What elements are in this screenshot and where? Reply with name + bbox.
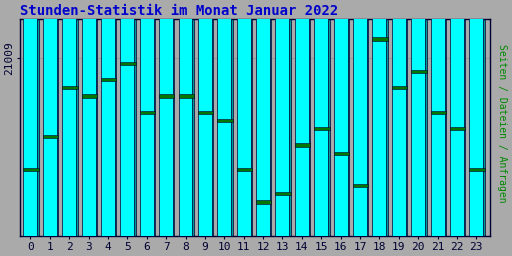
- Bar: [372, 0, 387, 236]
- Bar: [275, 0, 289, 236]
- Bar: [43, 0, 57, 236]
- Bar: [353, 184, 368, 187]
- Bar: [483, 0, 485, 236]
- Bar: [198, 0, 212, 236]
- Bar: [270, 0, 271, 236]
- Bar: [198, 111, 213, 114]
- Bar: [76, 0, 77, 236]
- Bar: [275, 192, 291, 196]
- Bar: [115, 0, 116, 236]
- Bar: [231, 0, 232, 236]
- Bar: [101, 78, 116, 81]
- Bar: [353, 0, 367, 236]
- Bar: [431, 111, 446, 114]
- Bar: [159, 0, 173, 236]
- Bar: [256, 0, 270, 236]
- Bar: [140, 111, 155, 114]
- Bar: [217, 0, 231, 236]
- Bar: [159, 94, 175, 98]
- Bar: [295, 0, 309, 236]
- Bar: [256, 200, 271, 204]
- Bar: [217, 119, 232, 122]
- Bar: [470, 168, 485, 171]
- Bar: [237, 168, 252, 171]
- Bar: [450, 127, 465, 130]
- Bar: [212, 0, 213, 236]
- Bar: [392, 86, 407, 89]
- Bar: [57, 0, 58, 236]
- Bar: [62, 86, 77, 89]
- Bar: [154, 0, 155, 236]
- Bar: [314, 0, 328, 236]
- Bar: [470, 0, 483, 236]
- Bar: [295, 143, 310, 146]
- Bar: [425, 0, 426, 236]
- Bar: [62, 0, 76, 236]
- Bar: [367, 0, 368, 236]
- Bar: [406, 0, 407, 236]
- Bar: [173, 0, 175, 236]
- Bar: [193, 0, 194, 236]
- Bar: [348, 0, 349, 236]
- Bar: [411, 0, 425, 236]
- Bar: [450, 0, 464, 236]
- Bar: [328, 0, 330, 236]
- Bar: [444, 0, 446, 236]
- Bar: [101, 0, 115, 236]
- Bar: [289, 0, 291, 236]
- Bar: [179, 94, 194, 98]
- Bar: [134, 0, 136, 236]
- Bar: [392, 0, 406, 236]
- Text: Seiten / Dateien / Anfragen: Seiten / Dateien / Anfragen: [497, 44, 507, 202]
- Bar: [387, 0, 388, 236]
- Bar: [96, 0, 97, 236]
- Bar: [24, 168, 39, 171]
- Bar: [411, 70, 426, 73]
- Bar: [314, 127, 330, 130]
- Bar: [81, 94, 97, 98]
- Bar: [43, 135, 58, 138]
- Bar: [334, 152, 349, 155]
- Bar: [334, 0, 348, 236]
- Bar: [120, 0, 134, 236]
- Bar: [431, 0, 444, 236]
- Bar: [237, 0, 251, 236]
- Bar: [464, 0, 465, 236]
- Bar: [140, 0, 154, 236]
- Bar: [81, 0, 96, 236]
- Bar: [24, 0, 37, 236]
- Bar: [179, 0, 193, 236]
- Bar: [120, 62, 136, 65]
- Bar: [251, 0, 252, 236]
- Bar: [37, 0, 39, 236]
- Bar: [372, 37, 388, 40]
- Bar: [309, 0, 310, 236]
- Text: Stunden-Statistik im Monat Januar 2022: Stunden-Statistik im Monat Januar 2022: [20, 4, 338, 18]
